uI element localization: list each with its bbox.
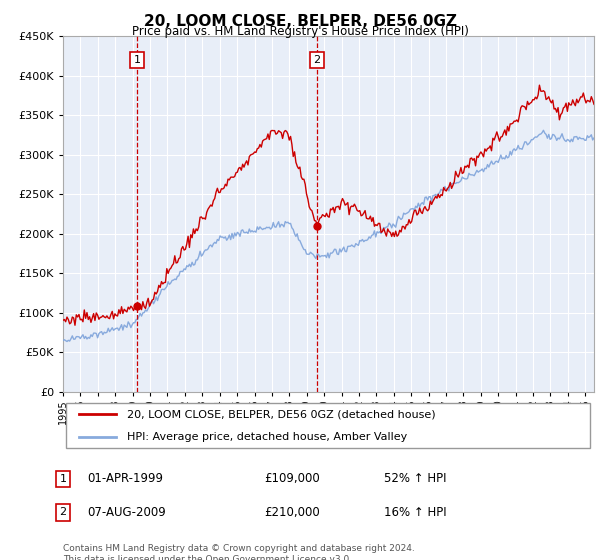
Text: 2: 2 xyxy=(313,55,320,65)
Text: 1: 1 xyxy=(59,474,67,484)
Text: 20, LOOM CLOSE, BELPER, DE56 0GZ (detached house): 20, LOOM CLOSE, BELPER, DE56 0GZ (detach… xyxy=(127,409,436,419)
Text: 20, LOOM CLOSE, BELPER, DE56 0GZ: 20, LOOM CLOSE, BELPER, DE56 0GZ xyxy=(143,14,457,29)
Text: HPI: Average price, detached house, Amber Valley: HPI: Average price, detached house, Ambe… xyxy=(127,432,407,442)
Text: 1: 1 xyxy=(133,55,140,65)
Text: £210,000: £210,000 xyxy=(264,506,320,519)
Text: £109,000: £109,000 xyxy=(264,472,320,486)
Text: 52% ↑ HPI: 52% ↑ HPI xyxy=(384,472,446,486)
FancyBboxPatch shape xyxy=(65,403,590,448)
Text: Price paid vs. HM Land Registry's House Price Index (HPI): Price paid vs. HM Land Registry's House … xyxy=(131,25,469,38)
Text: 16% ↑ HPI: 16% ↑ HPI xyxy=(384,506,446,519)
Text: Contains HM Land Registry data © Crown copyright and database right 2024.
This d: Contains HM Land Registry data © Crown c… xyxy=(63,544,415,560)
Text: 07-AUG-2009: 07-AUG-2009 xyxy=(87,506,166,519)
Text: 2: 2 xyxy=(59,507,67,517)
Text: 01-APR-1999: 01-APR-1999 xyxy=(87,472,163,486)
